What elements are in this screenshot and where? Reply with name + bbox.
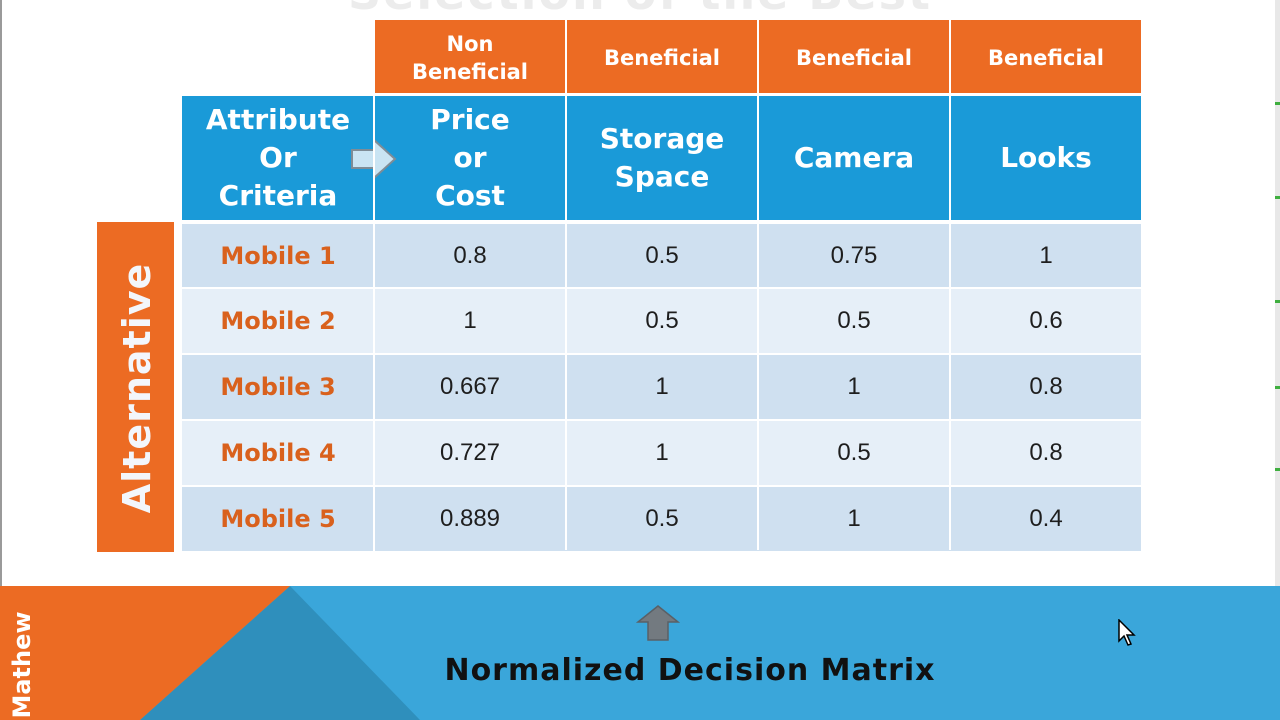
value-cell: 0.4 <box>1029 505 1063 532</box>
criterion-storage: Storage Space <box>567 96 757 220</box>
table-row <box>182 487 1141 551</box>
value-cell: 0.5 <box>645 241 679 269</box>
value-cell: 0.5 <box>837 439 871 466</box>
left-edge-line <box>0 0 2 720</box>
table-row <box>182 224 1141 287</box>
value-cell: 1 <box>847 505 861 532</box>
scrollbar[interactable] <box>1275 0 1280 720</box>
table-row <box>182 421 1141 485</box>
criterion-camera: Camera <box>759 96 949 220</box>
slide-caption: Normalized Decision Matrix <box>444 653 936 688</box>
scroll-marker <box>1275 102 1280 105</box>
alternative-band <box>97 222 174 552</box>
value-cell: 0.5 <box>645 307 679 334</box>
value-cell: 1 <box>655 439 669 466</box>
column-divider <box>565 20 567 550</box>
column-divider <box>373 96 375 551</box>
scroll-marker <box>1275 196 1280 199</box>
footer-band <box>0 586 1280 720</box>
value-cell: 0.667 <box>439 373 501 400</box>
scroll-marker <box>1275 468 1280 471</box>
value-cell: 0.6 <box>1029 307 1063 334</box>
criterion-price: Price or Cost <box>375 96 565 220</box>
mouse-cursor-icon <box>1118 619 1136 646</box>
value-cell: 1 <box>1039 241 1053 269</box>
row-label-mobile-1: Mobile 1 <box>220 241 336 270</box>
up-arrow-icon <box>636 605 680 641</box>
criterion-looks: Looks <box>951 96 1141 220</box>
column-divider <box>757 20 759 550</box>
category-price: Non Beneficial <box>375 20 565 93</box>
category-storage: Beneficial <box>567 20 757 93</box>
table-row <box>182 355 1141 419</box>
scroll-marker <box>1275 300 1280 303</box>
alternative-label: Alternative <box>115 262 159 514</box>
value-cell: 0.8 <box>1029 373 1063 400</box>
value-cell: 0.8 <box>453 241 487 269</box>
scroll-marker <box>1275 386 1280 389</box>
row-label-mobile-3: Mobile 3 <box>220 373 336 401</box>
table-row <box>182 289 1141 353</box>
category-camera: Beneficial <box>759 20 949 93</box>
value-cell: 0.5 <box>645 505 679 532</box>
row-label-mobile-4: Mobile 4 <box>220 439 336 467</box>
column-divider <box>949 20 951 550</box>
value-cell: 0.8 <box>1029 439 1063 466</box>
row-label-mobile-2: Mobile 2 <box>220 307 336 335</box>
value-cell: 1 <box>463 307 477 334</box>
value-cell: 1 <box>847 373 861 400</box>
row-label-mobile-5: Mobile 5 <box>220 505 336 533</box>
criteria-header: Attribute Or Criteria <box>182 96 374 220</box>
category-looks: Beneficial <box>951 20 1141 93</box>
value-cell: 0.727 <box>439 439 501 466</box>
slide-title: Selection of the Best <box>0 0 1280 20</box>
value-cell: 0.889 <box>439 505 501 532</box>
value-cell: 1 <box>655 373 669 400</box>
value-cell: 0.75 <box>830 241 878 269</box>
value-cell: 0.5 <box>837 307 871 334</box>
